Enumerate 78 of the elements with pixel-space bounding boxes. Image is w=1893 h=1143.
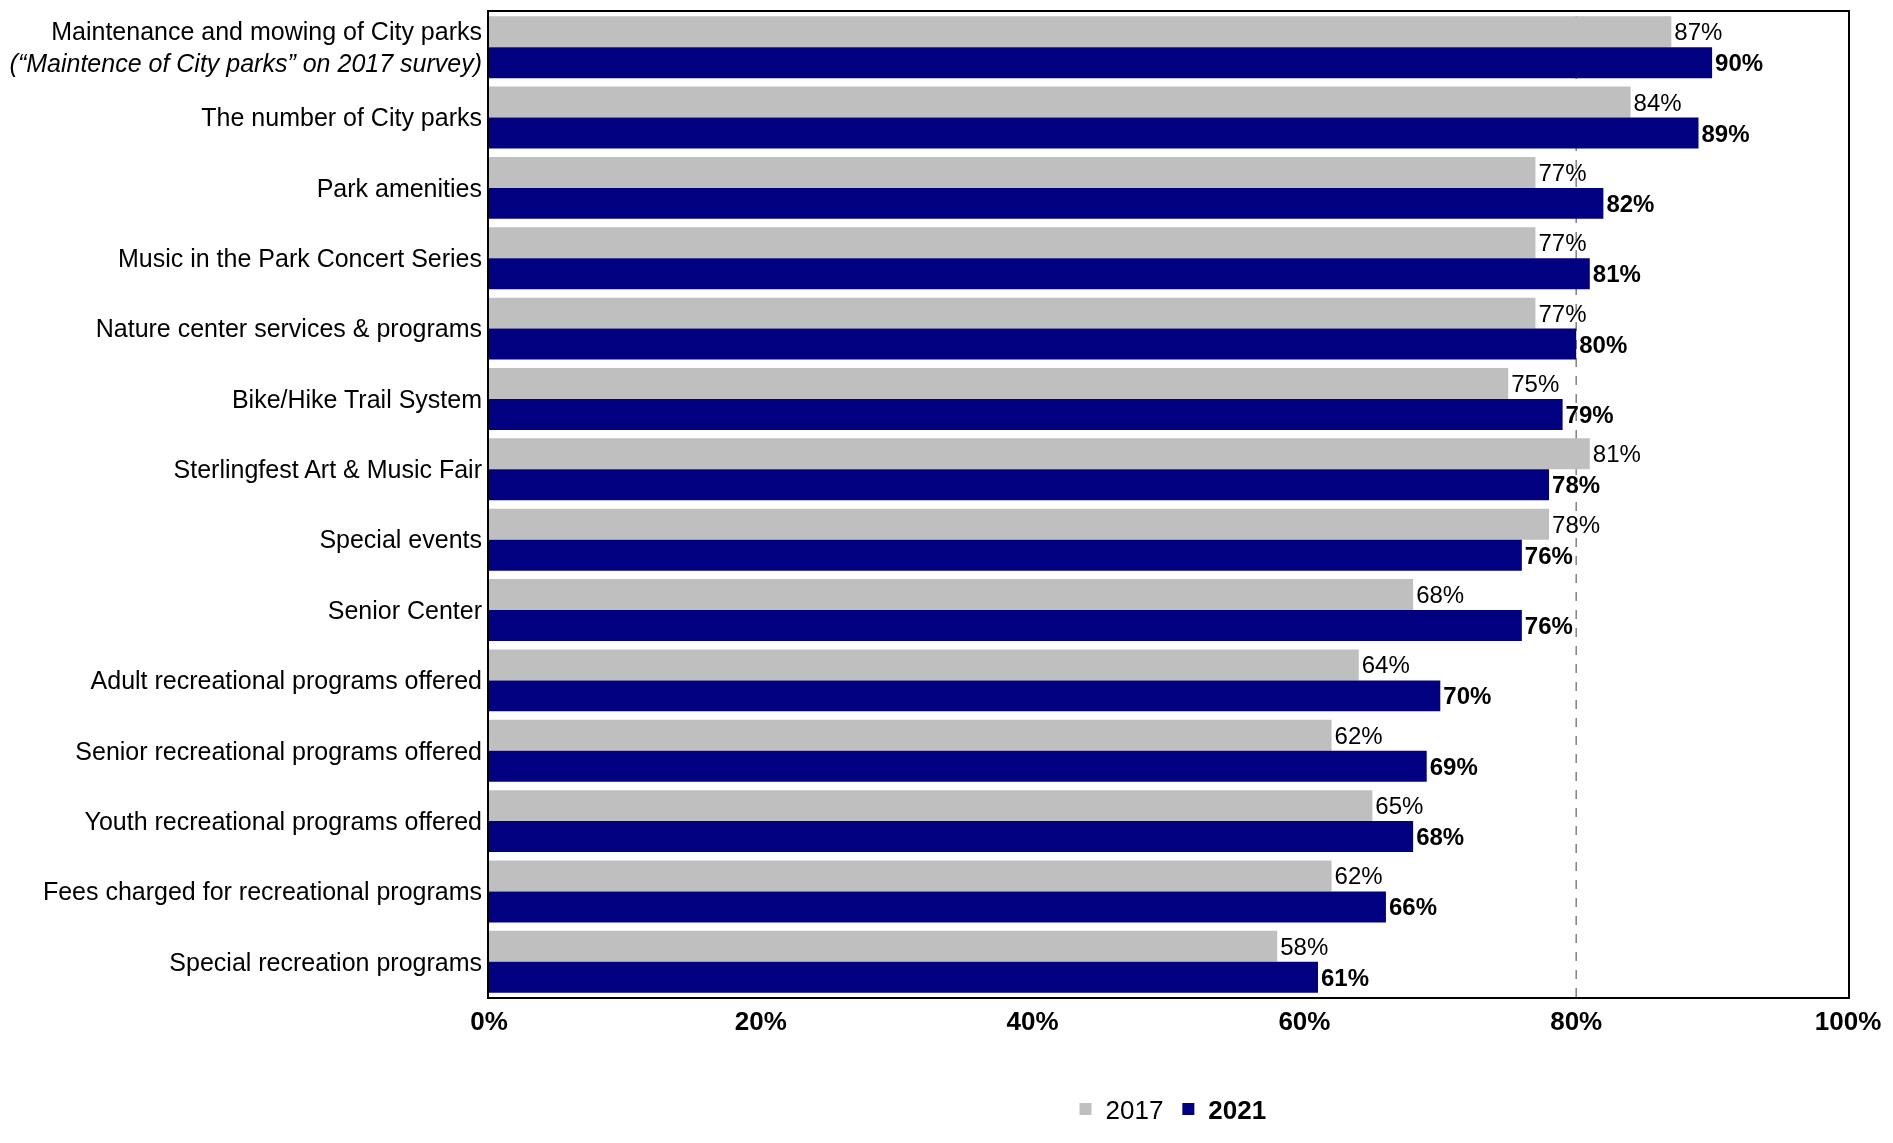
data-label: 66% [1388, 893, 1437, 921]
y-tick-label: Youth recreational programs offered [84, 806, 482, 835]
bar [489, 579, 1414, 611]
data-label: 76% [1524, 612, 1573, 640]
bar [489, 398, 1563, 430]
data-label: 58% [1280, 932, 1329, 960]
bar [489, 508, 1550, 540]
y-tick-label: Special recreation programs [169, 947, 482, 976]
bar [489, 16, 1672, 48]
legend-label: 2017 [1105, 1095, 1164, 1126]
y-tick-label: The number of City parks [201, 103, 482, 132]
bar [489, 258, 1590, 290]
y-tick-label: Park amenities [316, 173, 482, 202]
data-label: 77% [1538, 299, 1587, 327]
data-label: 69% [1429, 752, 1478, 780]
bar [489, 328, 1577, 360]
bar [489, 227, 1536, 259]
legend-label: 2021 [1208, 1095, 1267, 1126]
data-label: 62% [1334, 721, 1383, 749]
data-label: 78% [1552, 510, 1601, 538]
data-label: 84% [1633, 88, 1682, 116]
y-tick-label: Adult recreational programs offered [90, 666, 482, 695]
bar [489, 297, 1536, 329]
data-label: 70% [1443, 682, 1492, 710]
bar [489, 117, 1699, 149]
y-tick-label: Sterlingfest Art & Music Fair [173, 455, 482, 484]
data-label: 65% [1375, 792, 1424, 820]
bar [489, 187, 1604, 219]
bar [489, 719, 1332, 751]
data-label: 76% [1524, 541, 1573, 569]
y-tick-label: Senior Center [327, 595, 482, 624]
data-label: 82% [1606, 189, 1655, 217]
y-tick-label: Bike/Hike Trail System [231, 384, 482, 413]
bar [489, 860, 1332, 892]
bar [489, 961, 1318, 993]
bar [489, 86, 1631, 118]
data-label: 89% [1701, 119, 1750, 147]
bar [489, 790, 1373, 822]
data-label: 81% [1592, 440, 1641, 468]
x-tick-label: 80% [1550, 1006, 1603, 1037]
data-label: 75% [1511, 369, 1560, 397]
data-label: 68% [1416, 823, 1465, 851]
bar [489, 539, 1522, 571]
y-tick-label: Maintenance and mowing of City parks (“Maintence of City parks” on 2017 survey) [9, 16, 482, 78]
data-label: 62% [1334, 862, 1383, 890]
bar [489, 156, 1536, 188]
data-label: 68% [1416, 581, 1465, 609]
data-label: 77% [1538, 229, 1587, 257]
bar [489, 368, 1509, 399]
y-tick-label: Music in the Park Concert Series [117, 244, 482, 272]
data-label: 90% [1715, 49, 1764, 77]
x-tick-label: 100% [1814, 1006, 1882, 1037]
bar [489, 821, 1414, 853]
data-label: 61% [1320, 963, 1370, 991]
x-tick-label: 40% [1006, 1006, 1059, 1037]
y-tick-label: Nature center services & programs [95, 314, 482, 343]
bar [489, 750, 1427, 782]
bar [489, 680, 1441, 712]
bar [489, 891, 1386, 923]
data-label: 79% [1565, 400, 1614, 428]
data-label: 77% [1538, 158, 1587, 186]
x-tick-label: 20% [734, 1006, 787, 1037]
bar [489, 930, 1278, 962]
x-tick-label: 0% [470, 1006, 508, 1037]
data-label: 80% [1579, 330, 1628, 358]
x-tick-label: 60% [1278, 1006, 1331, 1037]
bar [489, 438, 1590, 470]
bar [489, 47, 1713, 79]
y-tick-label: Special events [319, 525, 482, 554]
y-tick-label: Senior recreational programs offered [75, 736, 482, 765]
data-label: 64% [1361, 651, 1410, 679]
data-label: 81% [1592, 260, 1641, 288]
y-tick-label: Fees charged for recreational programs [42, 877, 482, 906]
data-label: 87% [1674, 18, 1723, 46]
bar [489, 469, 1550, 501]
bar [489, 610, 1522, 641]
data-label: 78% [1552, 471, 1601, 499]
bar [489, 649, 1359, 681]
